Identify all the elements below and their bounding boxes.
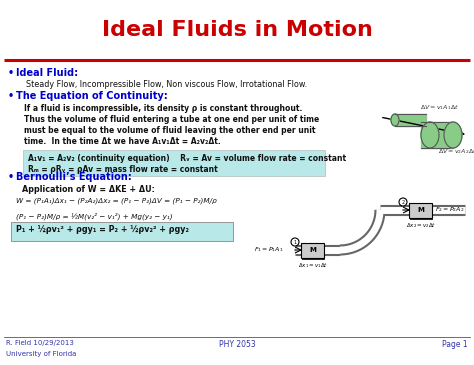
Text: 2: 2 [401, 200, 405, 204]
Text: Bernoulli’s Equation:: Bernoulli’s Equation: [16, 172, 132, 182]
Text: $\Delta V = v_1 A_1 \Delta t$: $\Delta V = v_1 A_1 \Delta t$ [420, 103, 459, 112]
Text: M: M [310, 247, 317, 253]
Ellipse shape [391, 114, 399, 126]
Text: University of Florida: University of Florida [6, 351, 76, 357]
Text: $F_1 = P_1A_1$: $F_1 = P_1A_1$ [255, 246, 284, 254]
Text: •: • [8, 172, 14, 182]
Text: Application of W = ΔKE + ΔU:: Application of W = ΔKE + ΔU: [22, 185, 155, 194]
Text: $\Delta x_1 = v_1\Delta t$: $\Delta x_1 = v_1\Delta t$ [298, 261, 328, 270]
Text: $\Delta x_2 = v_2\Delta t$: $\Delta x_2 = v_2\Delta t$ [406, 221, 436, 230]
FancyBboxPatch shape [301, 242, 325, 257]
Text: M: M [418, 207, 424, 213]
Ellipse shape [421, 122, 439, 148]
Text: $v_1$: $v_1$ [291, 238, 299, 246]
Text: •: • [8, 91, 14, 101]
Text: must be equal to the volume of fluid leaving the other end per unit: must be equal to the volume of fluid lea… [24, 126, 316, 135]
Text: PHY 2053: PHY 2053 [219, 340, 255, 349]
Text: Ideal Fluid:: Ideal Fluid: [16, 68, 78, 78]
FancyBboxPatch shape [23, 150, 325, 176]
FancyBboxPatch shape [11, 222, 233, 241]
Text: $v_2$: $v_2$ [399, 198, 407, 206]
Text: R. Field 10/29/2013: R. Field 10/29/2013 [6, 340, 74, 346]
Text: P₁ + ½ρv₁² + ρgy₁ = P₂ + ½ρv₂² + ρgy₂: P₁ + ½ρv₁² + ρgy₁ = P₂ + ½ρv₂² + ρgy₂ [16, 225, 189, 234]
Polygon shape [395, 114, 426, 126]
Polygon shape [421, 122, 453, 148]
Text: Page 1: Page 1 [442, 340, 468, 349]
Text: time.  In the time Δt we have A₁v₁Δt = A₂v₂Δt.: time. In the time Δt we have A₁v₁Δt = A₂… [24, 137, 221, 146]
Circle shape [399, 198, 407, 206]
Text: Ideal Fluids in Motion: Ideal Fluids in Motion [101, 20, 373, 40]
Text: $F_2 = P_2A_2$: $F_2 = P_2A_2$ [435, 205, 465, 215]
Text: The Equation of Continuity:: The Equation of Continuity: [16, 91, 168, 101]
Text: 1: 1 [293, 239, 297, 245]
Text: Rₘ = ρRᵥ = ρAv = mass flow rate = constant: Rₘ = ρRᵥ = ρAv = mass flow rate = consta… [28, 165, 218, 174]
Text: If a fluid is incompressible, its density ρ is constant throughout.: If a fluid is incompressible, its densit… [24, 104, 302, 113]
Text: (P₁ − P₂)M/ρ = ½M(v₂² − v₁²) + Mg(y₂ − y₁): (P₁ − P₂)M/ρ = ½M(v₂² − v₁²) + Mg(y₂ − y… [16, 212, 173, 219]
Text: •: • [8, 68, 14, 78]
FancyBboxPatch shape [410, 203, 432, 218]
Ellipse shape [444, 122, 462, 148]
Circle shape [291, 238, 299, 246]
Text: Thus the volume of fluid entering a tube at one end per unit of time: Thus the volume of fluid entering a tube… [24, 115, 319, 124]
Text: W = (P₁A₁)Δx₁ − (P₂A₂)Δx₂ = (P₁ − P₂)ΔV = (P₁ − P₂)M/ρ: W = (P₁A₁)Δx₁ − (P₂A₂)Δx₂ = (P₁ − P₂)ΔV … [16, 198, 217, 204]
Text: Steady Flow, Incompressible Flow, Non viscous Flow, Irrotational Flow.: Steady Flow, Incompressible Flow, Non vi… [26, 80, 307, 89]
Text: $\Delta V = v_2 A_2 \Delta t$: $\Delta V = v_2 A_2 \Delta t$ [438, 147, 474, 156]
Text: A₁v₁ = A₂v₂ (continuity equation)    Rᵥ = Av = volume flow rate = constant: A₁v₁ = A₂v₂ (continuity equation) Rᵥ = A… [28, 154, 346, 163]
